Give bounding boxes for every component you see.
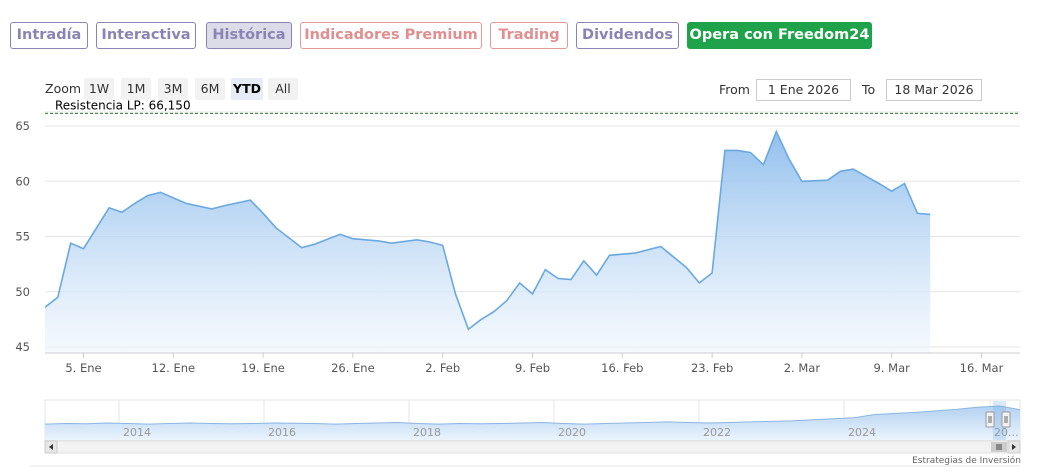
y-tick-label: 60 — [15, 174, 30, 188]
y-tick-label: 55 — [15, 230, 30, 244]
to-date-input[interactable]: 18 Mar 2026 — [886, 79, 982, 101]
scroll-left-icon[interactable] — [44, 440, 58, 454]
tab-trading[interactable]: Trading — [490, 22, 568, 49]
navigator-selection[interactable] — [993, 401, 1006, 440]
x-axis-labels: 5. Ene 12. Ene 19. Ene 26. Ene 2. Feb 9. Feb 1… — [65, 353, 1004, 375]
resistance-label: Resistencia LP: 66,150 — [55, 98, 191, 112]
to-label: To — [862, 82, 876, 97]
x-tick-label: 2. Mar — [784, 361, 821, 375]
y-tick-label: 65 — [15, 119, 30, 133]
x-tick-label: 16. Feb — [601, 361, 643, 375]
navigator-label: 2022 — [703, 426, 731, 439]
navigator: 2014 2016 2018 2020 2022 2024 20... — [44, 399, 1021, 454]
freedom24-button[interactable]: Opera con Freedom24 — [687, 22, 872, 49]
price-area — [45, 131, 931, 353]
navigator-label: 2018 — [413, 426, 441, 439]
tab-dividendos[interactable]: Dividendos — [576, 22, 679, 49]
scrollbar-track[interactable] — [44, 440, 1021, 454]
navigator-left-handle[interactable] — [985, 411, 995, 428]
date-range: From 1 Ene 2026 To 18 Mar 2026 — [719, 79, 1019, 101]
tab-intradia[interactable]: Intradía — [10, 22, 88, 49]
y-axis-labels: 45 50 55 60 65 — [15, 119, 30, 354]
navigator-label: 20... — [994, 426, 1019, 439]
x-tick-label: 9. Feb — [515, 361, 550, 375]
zoom-1m-button[interactable]: 1M — [121, 78, 151, 100]
x-tick-label: 5. Ene — [65, 361, 101, 375]
tab-indicadores-premium[interactable]: Indicadores Premium — [300, 22, 482, 49]
x-tick-label: 9. Mar — [874, 361, 911, 375]
x-tick-label: 19. Ene — [241, 361, 285, 375]
x-tick-label: 16. Mar — [960, 361, 1004, 375]
zoom-3m-button[interactable]: 3M — [158, 78, 188, 100]
price-line — [44, 129, 931, 331]
navigator-label: 2024 — [848, 426, 876, 439]
navigator-label: 2016 — [268, 426, 296, 439]
zoom-1w-button[interactable]: 1W — [84, 78, 114, 100]
navigator-line — [44, 405, 1021, 425]
x-tick-label: 23. Feb — [691, 361, 733, 375]
zoom-label: Zoom — [45, 81, 82, 96]
from-label: From — [719, 82, 750, 97]
y-tick-label: 45 — [15, 340, 30, 354]
navigator-label: 2014 — [123, 426, 151, 439]
navigator-right-handle[interactable] — [1001, 411, 1011, 428]
navigator-label: 2020 — [558, 426, 586, 439]
y-tick-label: 50 — [15, 285, 30, 299]
x-tick-label: 26. Ene — [331, 361, 375, 375]
scroll-right-icon[interactable] — [1007, 440, 1021, 454]
zoom-ytd-button[interactable]: YTD — [231, 78, 263, 100]
tab-historica[interactable]: Histórica — [206, 22, 292, 49]
navigator-labels: 2014 2016 2018 2020 2022 2024 20... — [123, 426, 1019, 439]
zoom-all-button[interactable]: All — [268, 78, 298, 100]
from-date-input[interactable]: 1 Ene 2026 — [756, 79, 851, 101]
zoom-6m-button[interactable]: 6M — [195, 78, 225, 100]
credit-text: Estrategias de Inversión — [912, 456, 1021, 466]
x-tick-label: 12. Ene — [152, 361, 196, 375]
x-tick-label: 2. Feb — [425, 361, 460, 375]
tab-interactiva[interactable]: Interactiva — [96, 22, 196, 49]
